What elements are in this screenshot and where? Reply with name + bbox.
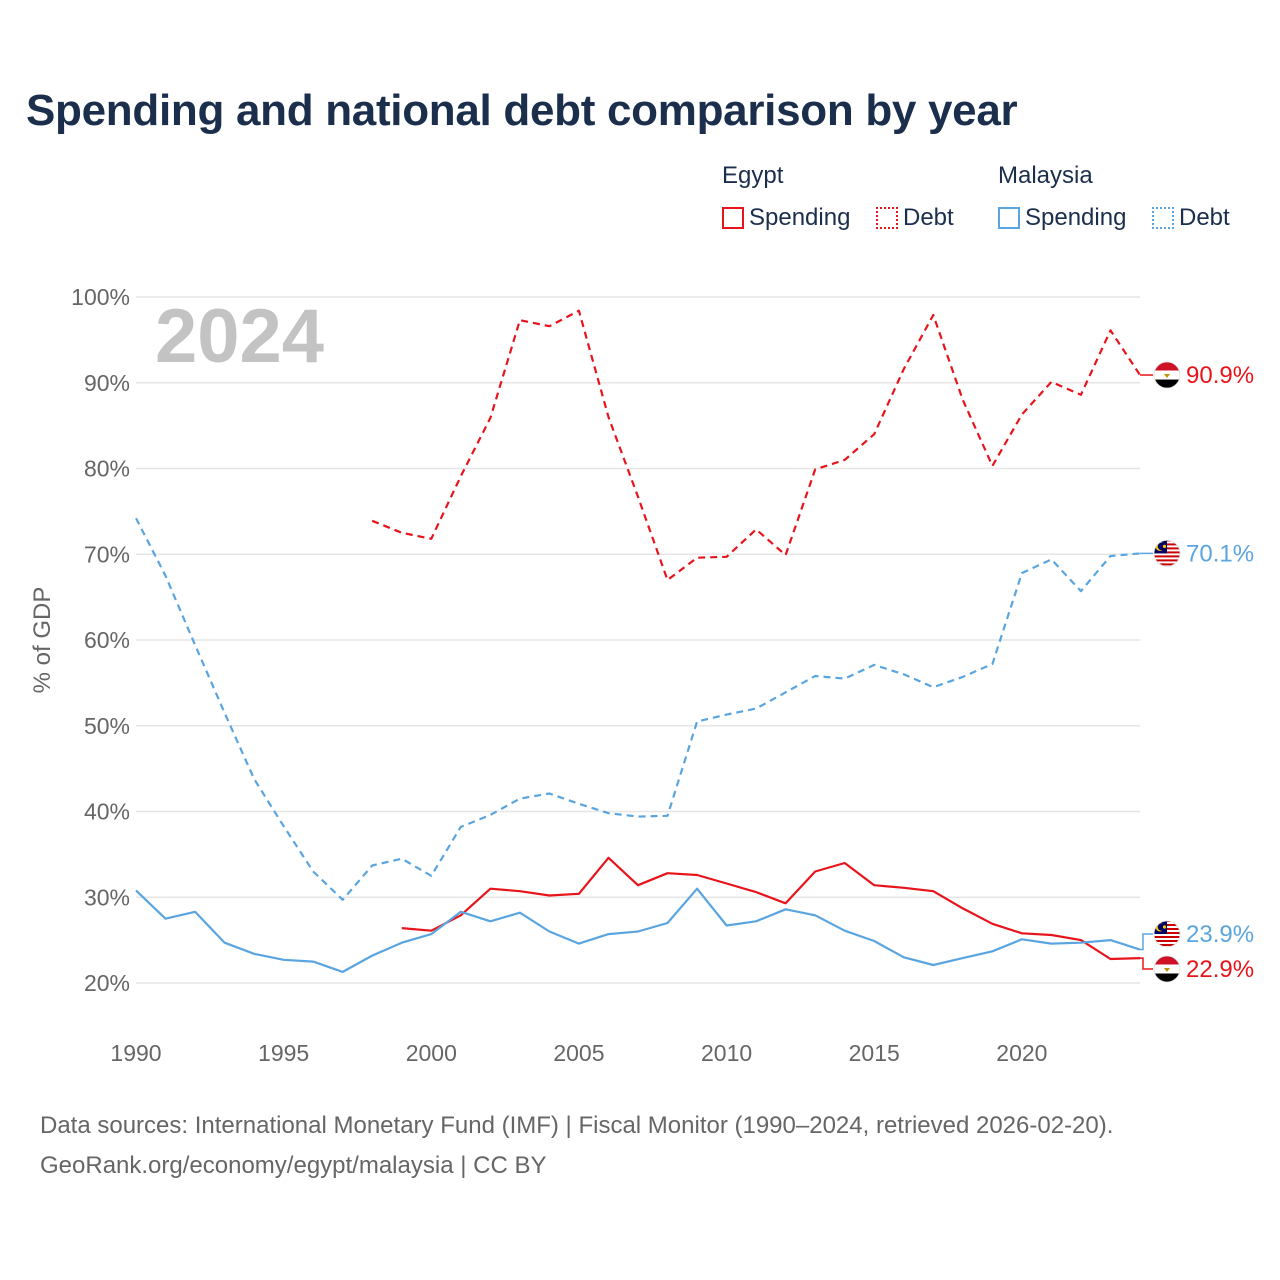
x-axis: 1990 1995 2000 2005 2010 2015 2020 xyxy=(110,1040,1047,1066)
end-value-label: 70.1% xyxy=(1186,540,1254,567)
y-axis-label: % of GDP xyxy=(29,587,56,694)
end-value-label: 23.9% xyxy=(1186,921,1254,948)
series-group xyxy=(135,309,1141,973)
y-tick-label: 70% xyxy=(84,541,130,567)
y-tick-label: 50% xyxy=(84,713,130,739)
legend-group-label: Malaysia xyxy=(998,162,1093,189)
end-label-malaysia-spending: 23.9% xyxy=(1140,920,1254,951)
end-label-egypt-spending: 22.9% xyxy=(1140,955,1254,983)
malaysia-flag-icon xyxy=(1153,539,1181,567)
legend-group-label: Egypt xyxy=(722,162,784,189)
end-label-egypt-debt: 90.9% xyxy=(1140,361,1254,389)
x-tick-label: 2000 xyxy=(406,1040,457,1066)
y-tick-label: 30% xyxy=(84,884,130,910)
legend-malaysia-debt[interactable]: Debt xyxy=(1152,204,1230,232)
y-tick-label: 100% xyxy=(71,284,130,310)
x-tick-label: 2010 xyxy=(701,1040,752,1066)
leader-line xyxy=(1140,933,1153,951)
series-line-malaysia-debt[interactable] xyxy=(135,517,1141,901)
end-value-label: 90.9% xyxy=(1186,362,1254,389)
end-value-label: 22.9% xyxy=(1186,956,1254,983)
y-tick-label: 80% xyxy=(84,456,130,482)
legend-swatch xyxy=(876,207,898,229)
series-line-egypt-debt[interactable] xyxy=(371,309,1141,582)
y-tick-label: 90% xyxy=(84,370,130,396)
legend-malaysia-spending[interactable]: Spending xyxy=(998,204,1126,232)
x-tick-label: 2015 xyxy=(849,1040,900,1066)
end-label-malaysia-debt: 70.1% xyxy=(1140,539,1254,567)
series-line-malaysia-spending[interactable] xyxy=(135,887,1141,973)
legend-egypt-spending[interactable]: Spending xyxy=(722,204,850,232)
legend-label: Debt xyxy=(1179,204,1230,231)
legend-swatch xyxy=(998,207,1020,229)
x-tick-label: 1995 xyxy=(258,1040,309,1066)
y-tick-label: 60% xyxy=(84,627,130,653)
legend-swatch xyxy=(1152,207,1174,229)
egypt-flag-icon xyxy=(1153,361,1181,389)
y-tick-label: 40% xyxy=(84,799,130,825)
end-labels: 90.9% 70.1% 22.9% 23.9% xyxy=(1140,361,1254,983)
x-tick-label: 1990 xyxy=(110,1040,161,1066)
footer: Data sources: International Monetary Fun… xyxy=(40,1106,1113,1186)
legend-label: Debt xyxy=(903,204,954,231)
chart-title: Spending and national debt comparison by… xyxy=(26,86,1018,135)
x-tick-label: 2005 xyxy=(553,1040,604,1066)
y-axis: 100% 90% 80% 70% 60% 50% 40% 30% 20% xyxy=(71,284,130,996)
footer-source: Data sources: International Monetary Fun… xyxy=(40,1112,1114,1139)
egypt-flag-icon xyxy=(1153,955,1181,983)
legend-label: Spending xyxy=(749,204,851,231)
line-chart: 100% 90% 80% 70% 60% 50% 40% 30% 20% 1990 1995 200… xyxy=(29,284,1254,1066)
y-tick-label: 20% xyxy=(84,970,130,996)
leader-line xyxy=(1140,957,1153,970)
footer-credit: GeoRank.org/economy/egypt/malaysia | CC … xyxy=(40,1152,547,1179)
legend-egypt-debt[interactable]: Debt xyxy=(876,204,954,232)
grid xyxy=(136,296,1140,984)
year-watermark: 2024 xyxy=(155,294,324,379)
malaysia-flag-icon xyxy=(1153,920,1181,948)
legend-label: Spending xyxy=(1025,204,1127,231)
legend-swatch xyxy=(722,207,744,229)
x-tick-label: 2020 xyxy=(996,1040,1047,1066)
series-line-egypt-spending[interactable] xyxy=(401,856,1141,961)
